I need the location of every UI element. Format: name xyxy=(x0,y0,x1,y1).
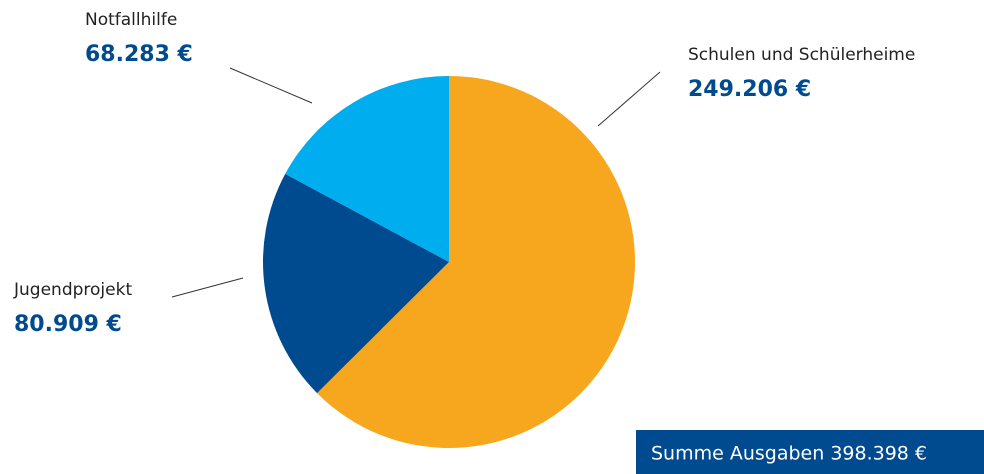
leader-line xyxy=(229,67,313,104)
total-label: Summe Ausgaben 398.398 € xyxy=(651,443,927,465)
slice-value: 80.909 € xyxy=(14,312,122,337)
pie xyxy=(263,76,635,448)
pie-slice xyxy=(285,76,449,262)
pie-slice xyxy=(263,173,449,394)
pie-slice xyxy=(317,76,635,448)
leader-line xyxy=(597,71,661,127)
slice-value: 249.206 € xyxy=(688,77,811,102)
slice-name: Jugendprojekt xyxy=(13,280,132,300)
slice-name: Notfallhilfe xyxy=(85,10,177,30)
slice-value: 68.283 € xyxy=(85,42,193,67)
total-box xyxy=(636,430,984,474)
slice-name: Schulen und Schülerheime xyxy=(688,45,915,65)
leader-line xyxy=(171,277,244,298)
